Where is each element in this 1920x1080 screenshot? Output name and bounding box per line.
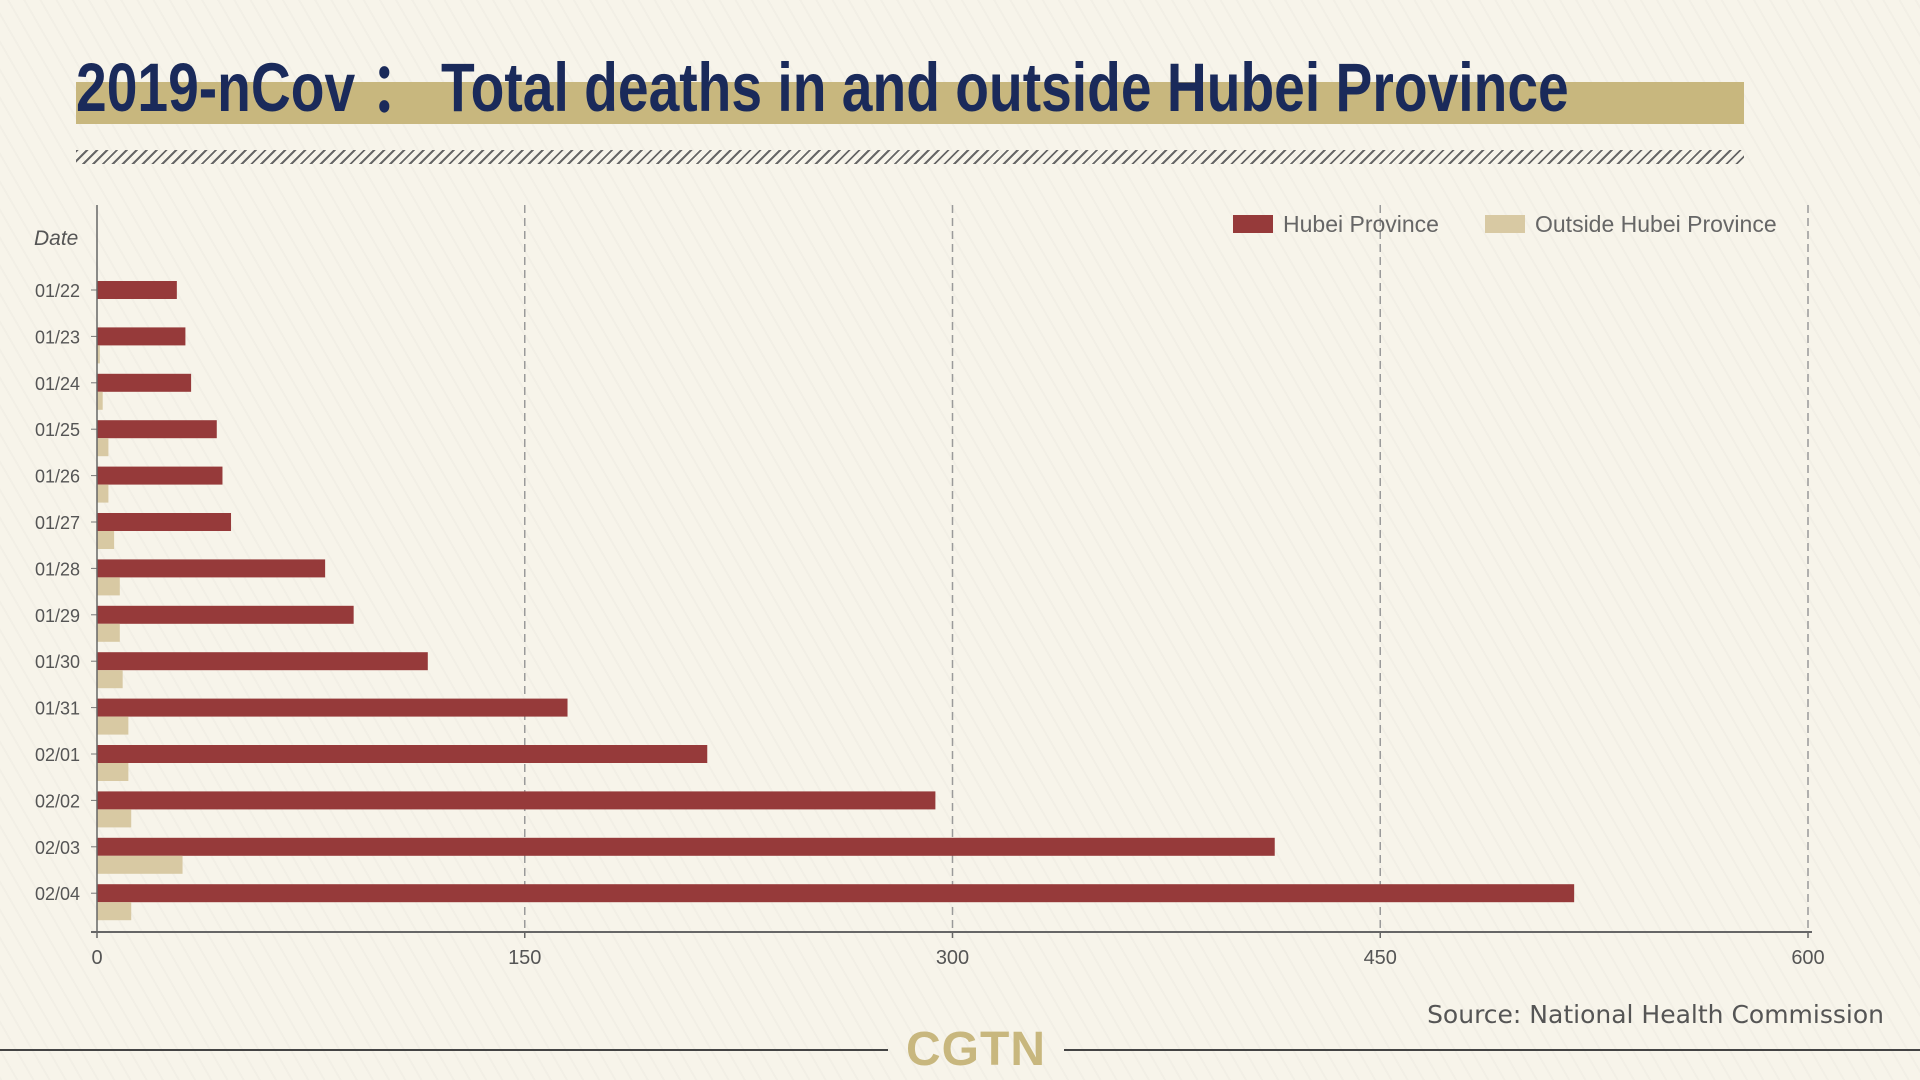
x-tick-label: 600 [1791, 947, 1824, 969]
x-tick-label: 150 [508, 947, 541, 969]
x-tick-label: 0 [91, 947, 102, 969]
bar-outside-01-27 [97, 531, 115, 549]
category-label: 01/22 [35, 281, 80, 301]
bar-outside-02-04 [97, 902, 132, 921]
category-label: 01/26 [35, 467, 80, 487]
cgtn-logo: CGTN [906, 1023, 1046, 1076]
bar-hubei-01-30 [97, 652, 428, 671]
category-label: 01/25 [35, 420, 80, 440]
category-label: 01/28 [35, 559, 80, 579]
category-label: 01/23 [35, 327, 80, 347]
category-label: 01/31 [35, 699, 80, 719]
category-label: 01/27 [35, 513, 80, 533]
category-label: 01/29 [35, 606, 80, 626]
category-label: 02/01 [35, 745, 80, 765]
bar-outside-01-24 [97, 391, 103, 410]
bar-hubei-01-24 [97, 373, 192, 392]
bar-hubei-02-01 [97, 745, 708, 763]
bar-outside-01-23 [97, 345, 100, 364]
bar-hubei-01-29 [97, 605, 354, 624]
bar-hubei-01-26 [97, 466, 223, 485]
bar-outside-01-30 [97, 670, 123, 689]
bar-hubei-01-28 [97, 559, 326, 578]
legend-label: Hubei Province [1283, 211, 1439, 237]
category-label: 02/02 [35, 791, 80, 811]
bar-hubei-01-23 [97, 327, 186, 346]
axes [91, 205, 1812, 938]
bar-outside-02-02 [97, 809, 132, 828]
bar-outside-02-01 [97, 763, 129, 781]
category-label: 01/24 [35, 374, 80, 394]
bar-hubei-01-27 [97, 513, 232, 531]
footer-rule-right [1064, 1049, 1920, 1051]
legend-swatch-outside [1485, 215, 1525, 233]
grid-lines [524, 205, 1809, 932]
bar-hubei-01-22 [97, 281, 177, 299]
bar-hubei-01-31 [97, 698, 568, 717]
category-labels: 01/22 01/23 01/24 01/25 01/26 01/27 01/28 01/29… [35, 281, 80, 904]
bar-outside-01-29 [97, 623, 120, 642]
bar-hubei-02-04 [97, 884, 1575, 903]
bars [97, 281, 1575, 921]
legend-swatch-hubei [1233, 215, 1273, 233]
bar-hubei-02-02 [97, 791, 936, 810]
title-block: 2019-nCov ： Total deaths in and outside … [76, 50, 1744, 126]
bar-hubei-02-03 [97, 837, 1275, 856]
bar-outside-01-31 [97, 716, 129, 735]
page-title: 2019-nCov ： Total deaths in and outside … [76, 49, 1569, 126]
x-tick-labels: 0 150 300 450 600 [91, 947, 1824, 969]
category-label: 02/03 [35, 838, 80, 858]
bar-outside-01-26 [97, 484, 109, 503]
bar-hubei-01-25 [97, 420, 217, 439]
category-label: 02/04 [35, 884, 80, 904]
bar-outside-01-28 [97, 577, 120, 596]
title-highlight-band [76, 82, 1744, 124]
footer-rule-left [0, 1049, 888, 1051]
y-axis-title: Date [34, 227, 78, 250]
category-label: 01/30 [35, 652, 80, 672]
title-hatch-divider [76, 150, 1744, 164]
x-tick-label: 300 [936, 947, 969, 969]
bar-outside-02-03 [97, 855, 183, 874]
bar-outside-01-25 [97, 438, 109, 457]
legend-label: Outside Hubei Province [1535, 211, 1777, 237]
legend: Hubei Province Outside Hubei Province [1233, 211, 1777, 237]
source-note: Source: National Health Commission [1427, 1000, 1884, 1029]
x-tick-label: 450 [1364, 947, 1397, 969]
